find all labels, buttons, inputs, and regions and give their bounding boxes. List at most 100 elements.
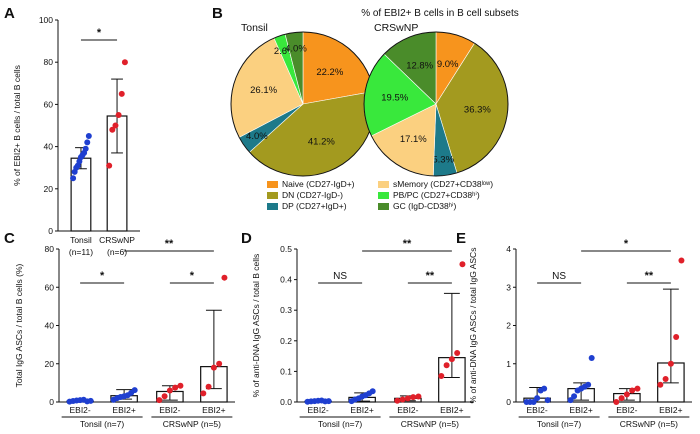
panel-label: D — [241, 230, 252, 247]
data-point — [156, 397, 163, 404]
panel-label: B — [212, 5, 223, 22]
data-point — [82, 145, 89, 152]
data-point — [544, 397, 551, 404]
x-category-label: EBI2- — [616, 405, 637, 415]
data-point — [667, 360, 674, 367]
y-tick-label: 80 — [44, 57, 54, 67]
significance-label: * — [100, 270, 105, 282]
legend-swatch — [267, 192, 278, 199]
y-tick-label: 0.4 — [280, 275, 292, 285]
data-point — [448, 356, 455, 363]
panel-label: E — [456, 230, 466, 247]
data-point — [109, 126, 116, 133]
y-axis-label: % of EBI2+ B cells / total B cells — [12, 65, 22, 186]
data-point — [438, 372, 445, 379]
legend-swatch — [378, 181, 389, 188]
y-tick-label: 60 — [44, 99, 54, 109]
slice-label: 17.1% — [400, 134, 427, 145]
data-point — [459, 261, 466, 268]
group-label: Tonsil (n=7) — [318, 419, 362, 429]
data-point — [678, 257, 685, 264]
data-point — [585, 381, 592, 388]
data-point — [106, 162, 113, 169]
data-point — [325, 398, 332, 405]
data-point — [85, 133, 92, 140]
legend-swatch — [378, 203, 389, 210]
data-point — [394, 397, 401, 404]
pie-1: CRSwNP 9.0% 36.3% 5.3% 17.1% 19.5% 12.8% — [363, 22, 509, 177]
data-point — [87, 397, 94, 404]
panel-e: E 0 1 2 3 4 % of anti-DNA IgG ASCs / total IgG… — [456, 230, 692, 429]
data-point — [634, 385, 641, 392]
y-tick-label: 0.3 — [280, 305, 292, 315]
pie-title: Tonsil — [241, 22, 268, 34]
x-category-label: EBI2+ — [440, 405, 463, 415]
group-label: CRSwNP (n=5) — [401, 419, 459, 429]
significance-label: ** — [165, 238, 174, 250]
data-point — [571, 393, 578, 400]
group-n-label: (n=11) — [69, 247, 93, 257]
x-category-label: EBI2- — [159, 405, 180, 415]
data-point — [410, 394, 417, 401]
data-point — [70, 175, 77, 182]
slice-label: 4.0% — [246, 131, 268, 142]
panel-label: C — [4, 230, 15, 247]
slice-label: 22.2% — [316, 67, 343, 78]
y-tick-label: 0 — [49, 397, 54, 407]
chart-title: % of EBI2+ B cells in B cell subsets — [361, 8, 519, 19]
data-point — [166, 387, 173, 394]
legend-label: DN (CD27-IgD-) — [282, 190, 343, 200]
x-category-label: EBI2+ — [112, 405, 135, 415]
significance-label: * — [97, 27, 102, 39]
data-point — [221, 274, 228, 281]
data-point — [210, 364, 217, 371]
x-category-label: EBI2+ — [202, 405, 225, 415]
significance-label: ** — [645, 270, 654, 282]
x-category-label: Tonsil — [70, 235, 92, 245]
pie-title: CRSwNP — [374, 22, 418, 34]
y-tick-label: 20 — [44, 184, 54, 194]
legend: Naive (CD27-IgD+) sMemory (CD27+CD38ˡᵒʷ) D… — [267, 179, 493, 211]
data-point — [629, 387, 636, 394]
y-axis-label: % of anti-DNA IgG ASCs / total B cells — [251, 254, 261, 398]
data-point — [618, 395, 625, 402]
legend-swatch — [267, 203, 278, 210]
data-point — [657, 381, 664, 388]
data-point — [172, 384, 179, 391]
panel-b: B % of EBI2+ B cells in B cell subsets Ton… — [212, 5, 519, 211]
y-tick-label: 0.0 — [280, 397, 292, 407]
x-category-label: EBI2- — [526, 405, 547, 415]
data-point — [112, 122, 119, 129]
y-tick-label: 100 — [39, 15, 53, 25]
data-point — [443, 362, 450, 369]
data-point — [530, 399, 537, 405]
data-point — [673, 333, 680, 340]
data-point — [662, 376, 669, 383]
data-point — [115, 111, 122, 118]
y-tick-label: 0.1 — [280, 366, 292, 376]
y-tick-label: 2 — [506, 321, 511, 331]
significance-label: ** — [426, 270, 435, 282]
group-label: Tonsil (n=7) — [80, 419, 124, 429]
legend-label: PB/PC (CD27+CD38ʰⁱ) — [393, 190, 480, 200]
x-category-label: EBI2+ — [350, 405, 373, 415]
slice-label: 26.1% — [250, 85, 277, 96]
slice-label: 36.3% — [464, 105, 491, 116]
data-point — [613, 399, 620, 405]
y-tick-label: 1 — [506, 359, 511, 369]
data-point — [121, 59, 128, 66]
legend-label: GC (IgD-CD38ʰⁱ) — [393, 201, 457, 211]
significance-label: NS — [552, 271, 566, 282]
legend-label: sMemory (CD27+CD38ˡᵒʷ) — [393, 179, 493, 189]
data-point — [399, 396, 406, 403]
significance-label: * — [190, 270, 195, 282]
legend-label: Naive (CD27-IgD+) — [282, 179, 355, 189]
y-tick-label: 0 — [506, 397, 511, 407]
y-tick-label: 40 — [45, 321, 55, 331]
data-point — [216, 360, 223, 367]
data-point — [454, 350, 461, 357]
data-point — [404, 395, 411, 402]
slice-label: 4.0% — [285, 43, 307, 54]
data-point — [131, 387, 138, 394]
